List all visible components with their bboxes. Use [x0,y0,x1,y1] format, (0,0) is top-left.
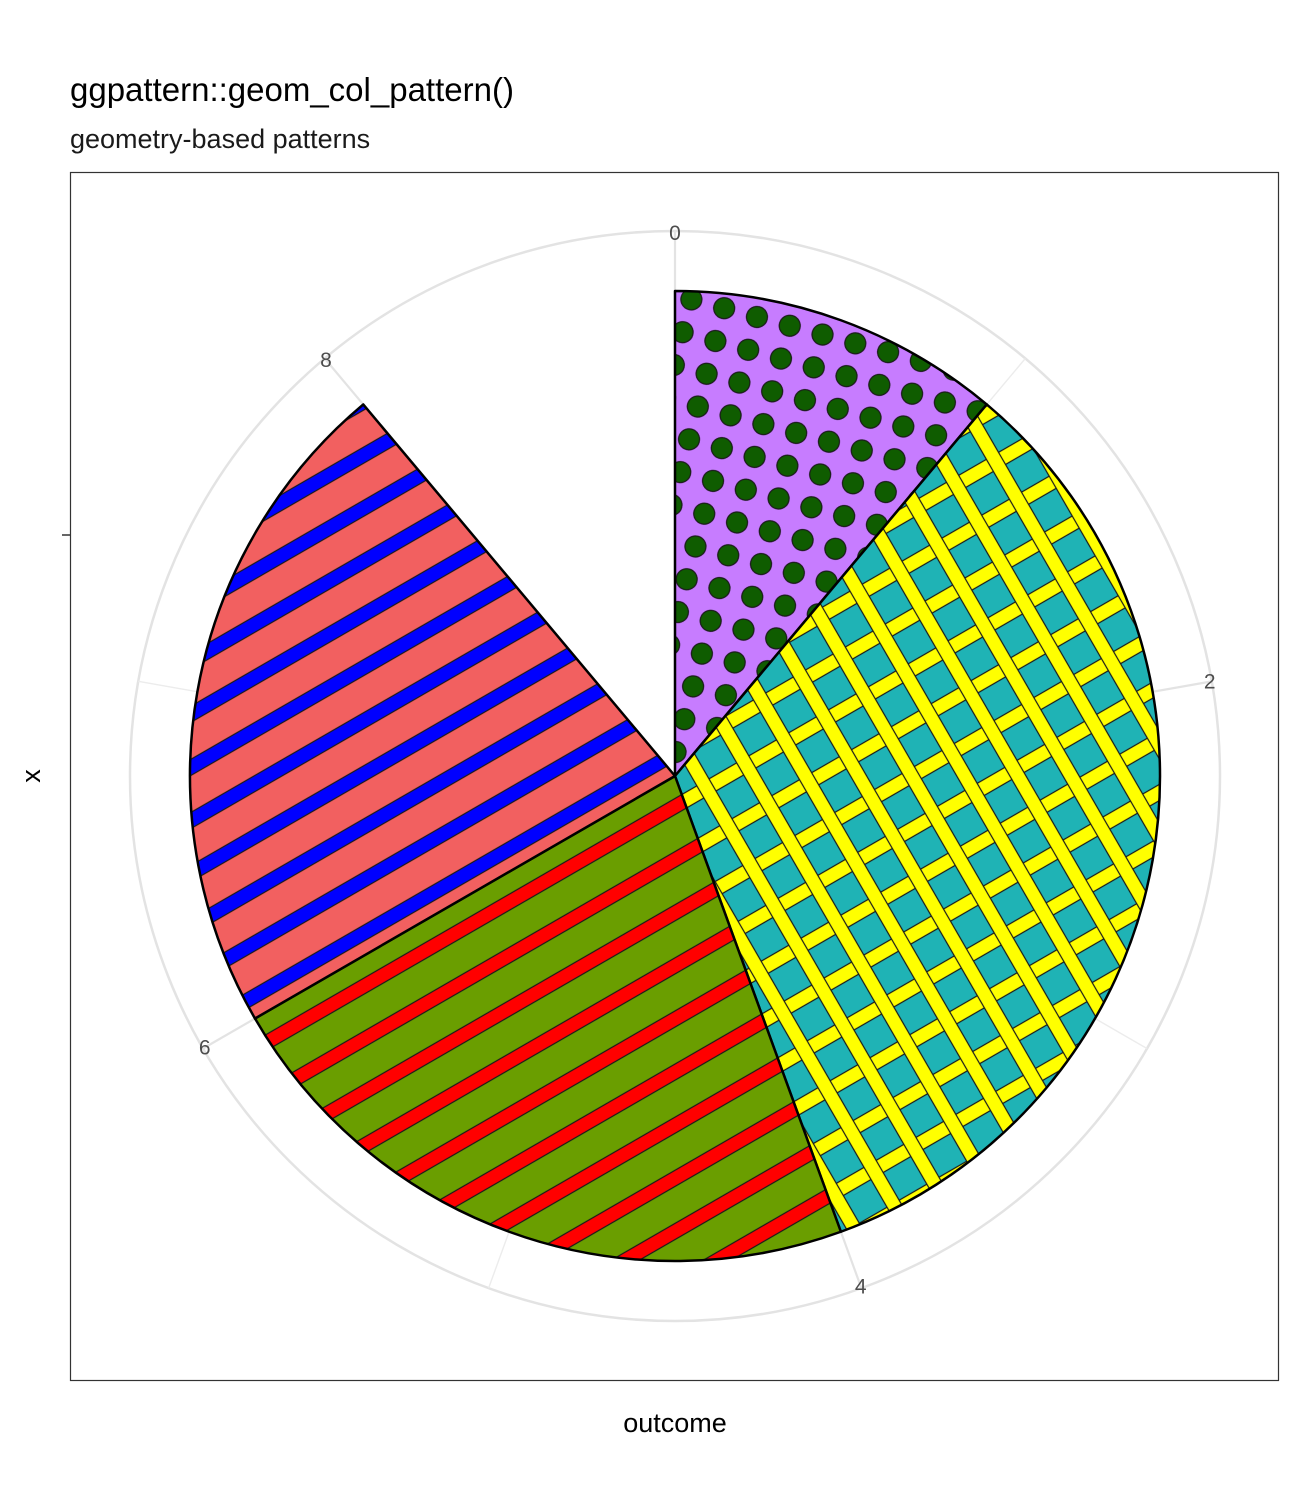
pie-slice-2 [673,403,1162,1233]
chart-subtitle: geometry-based patterns [70,124,370,154]
theta-tick-label: 8 [320,349,332,372]
pie-slice-4 [188,403,677,1020]
theta-tick-label: 0 [669,222,681,245]
pie-slices [188,289,1162,1263]
y-axis-title: x [16,769,46,783]
theta-tick-label: 4 [855,1275,867,1298]
chart-title: ggpattern::geom_col_pattern() [70,71,514,108]
x-axis-title: outcome [623,1408,727,1438]
theta-tick-labels: 0 2 4 6 8 [199,222,1216,1298]
pie-slice-1 [673,289,989,778]
theta-tick-label: 6 [199,1037,211,1060]
pie-slice-3 [253,774,843,1263]
panel-border [69,171,1280,1382]
theta-tick-label: 2 [1204,671,1216,694]
